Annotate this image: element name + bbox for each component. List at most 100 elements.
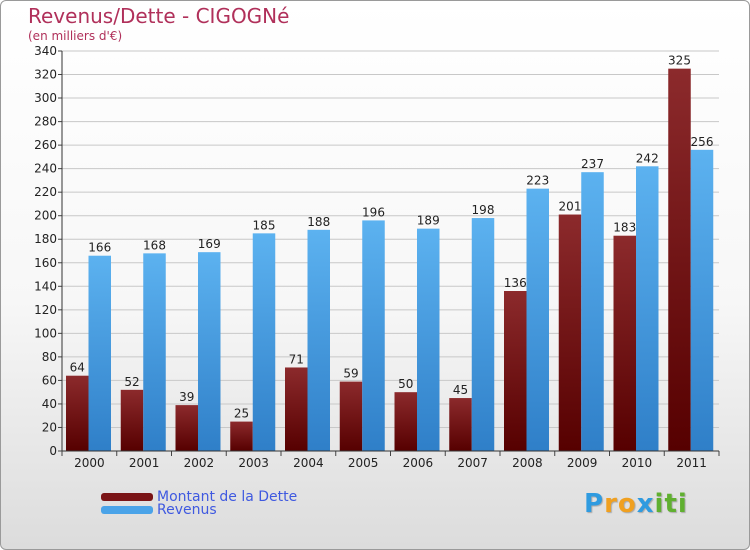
- x-tick-label: 2002: [184, 456, 215, 470]
- data-label-revenus: 242: [636, 151, 659, 165]
- bar-dette: [175, 405, 198, 451]
- logo-letter: t: [664, 489, 678, 519]
- data-label-dette: 39: [179, 390, 194, 404]
- bar-dette: [394, 392, 417, 451]
- bar-dette: [613, 235, 636, 451]
- bar-dette: [120, 389, 144, 451]
- logo-letter: x: [636, 489, 655, 519]
- bar-dette: [285, 367, 308, 451]
- bar-revenus: [252, 233, 276, 451]
- x-tick-label: 2003: [238, 456, 269, 470]
- logo-letter: i: [654, 489, 665, 519]
- bar-revenus: [526, 188, 549, 451]
- x-tick-label: 2004: [293, 456, 324, 470]
- logo-letter: P: [584, 489, 605, 519]
- data-label-dette: 50: [398, 377, 413, 391]
- data-label-dette: 71: [289, 352, 304, 366]
- bar-dette: [339, 381, 363, 451]
- y-tick-label: 100: [34, 326, 57, 340]
- y-tick-label: 340: [34, 44, 57, 58]
- data-label-revenus: 166: [88, 241, 111, 255]
- logo-letter: r: [604, 489, 618, 519]
- y-tick-label: 180: [34, 232, 57, 246]
- data-label-revenus: 223: [526, 174, 549, 188]
- y-tick-label: 20: [42, 420, 57, 434]
- data-label-revenus: 256: [691, 135, 714, 149]
- data-label-revenus: 185: [253, 218, 276, 232]
- data-label-revenus: 189: [417, 214, 440, 228]
- data-label-dette: 201: [559, 200, 582, 214]
- data-labels: 64 166 52 168 39 169 25 185 71 188 59 196 50 189 45 198…: [70, 54, 714, 421]
- y-tick-label: 80: [42, 350, 57, 364]
- legend-item-dette: Montant de la Dette: [101, 488, 297, 506]
- y-tick-label: 140: [34, 279, 57, 293]
- data-label-revenus: 188: [307, 215, 330, 229]
- bar-revenus: [417, 228, 440, 451]
- data-label-revenus: 196: [362, 205, 385, 219]
- y-tick-label: 0: [49, 444, 57, 458]
- x-tick-label: 2009: [567, 456, 598, 470]
- bar-revenus: [143, 253, 166, 451]
- y-tick-label: 240: [34, 162, 57, 176]
- y-tick-label: 320: [34, 68, 57, 82]
- legend-swatch-revenus: [101, 506, 153, 514]
- bar-revenus: [198, 252, 221, 451]
- bar-dette: [230, 421, 253, 451]
- data-label-dette: 325: [668, 54, 691, 68]
- axes: [61, 51, 719, 452]
- y-tick-label: 60: [42, 373, 57, 387]
- y-axis-ticks: 0 20 40 60 80 100 120 140 160 180 200 220 240 260 280 3…: [34, 44, 62, 458]
- y-tick-label: 220: [34, 185, 57, 199]
- bar-revenus: [88, 255, 111, 451]
- x-tick-label: 2006: [403, 456, 434, 470]
- proxiti-logo: Proxiti: [584, 489, 688, 519]
- bar-revenus: [362, 220, 385, 451]
- legend-swatch-dette: [101, 493, 153, 501]
- data-label-revenus: 198: [472, 203, 495, 217]
- data-label-dette: 45: [453, 383, 468, 397]
- logo-letter: o: [617, 489, 637, 519]
- x-tick-label: 2010: [622, 456, 653, 470]
- bar-dette: [558, 214, 582, 451]
- bar-revenus: [690, 149, 714, 451]
- x-tick-label: 2011: [676, 456, 707, 470]
- bar-dette: [66, 375, 89, 451]
- data-label-dette: 136: [504, 276, 527, 290]
- bar-revenus: [636, 166, 659, 451]
- data-label-dette: 25: [234, 407, 249, 421]
- y-tick-label: 260: [34, 138, 57, 152]
- bar-revenus: [471, 218, 495, 451]
- data-label-dette: 183: [613, 221, 636, 235]
- y-tick-label: 200: [34, 209, 57, 223]
- x-tick-label: 2000: [74, 456, 105, 470]
- data-label-dette: 64: [70, 361, 85, 375]
- bar-dette: [668, 68, 691, 451]
- data-label-dette: 59: [343, 367, 358, 381]
- y-tick-label: 300: [34, 91, 57, 105]
- x-tick-label: 2008: [512, 456, 543, 470]
- chart-title: Revenus/Dette - CIGOGNé: [28, 4, 290, 28]
- y-tick-label: 280: [34, 115, 57, 129]
- y-tick-label: 120: [34, 303, 57, 317]
- y-tick-label: 160: [34, 256, 57, 270]
- data-label-dette: 52: [124, 375, 139, 389]
- data-label-revenus: 168: [143, 238, 166, 252]
- data-label-revenus: 169: [198, 237, 221, 251]
- x-tick-label: 2005: [348, 456, 379, 470]
- chart-subtitle: (en milliers d'€): [28, 29, 123, 43]
- legend-item-revenus: Revenus: [101, 501, 217, 519]
- data-label-revenus: 237: [581, 157, 604, 171]
- legend-label-revenus: Revenus: [157, 502, 217, 518]
- bar-revenus: [307, 229, 330, 451]
- logo-letter: i: [677, 489, 688, 519]
- legend-label-dette: Montant de la Dette: [157, 489, 298, 505]
- x-tick-label: 2001: [129, 456, 160, 470]
- bar-revenus: [581, 172, 604, 452]
- x-tick-label: 2007: [457, 456, 488, 470]
- x-axis-ticks: 2000 2001 2002 2003 2004 2005 2006 2007 2008 2009…: [61, 451, 720, 470]
- bars: [66, 68, 714, 452]
- bar-dette: [449, 398, 472, 451]
- y-tick-label: 40: [42, 397, 57, 411]
